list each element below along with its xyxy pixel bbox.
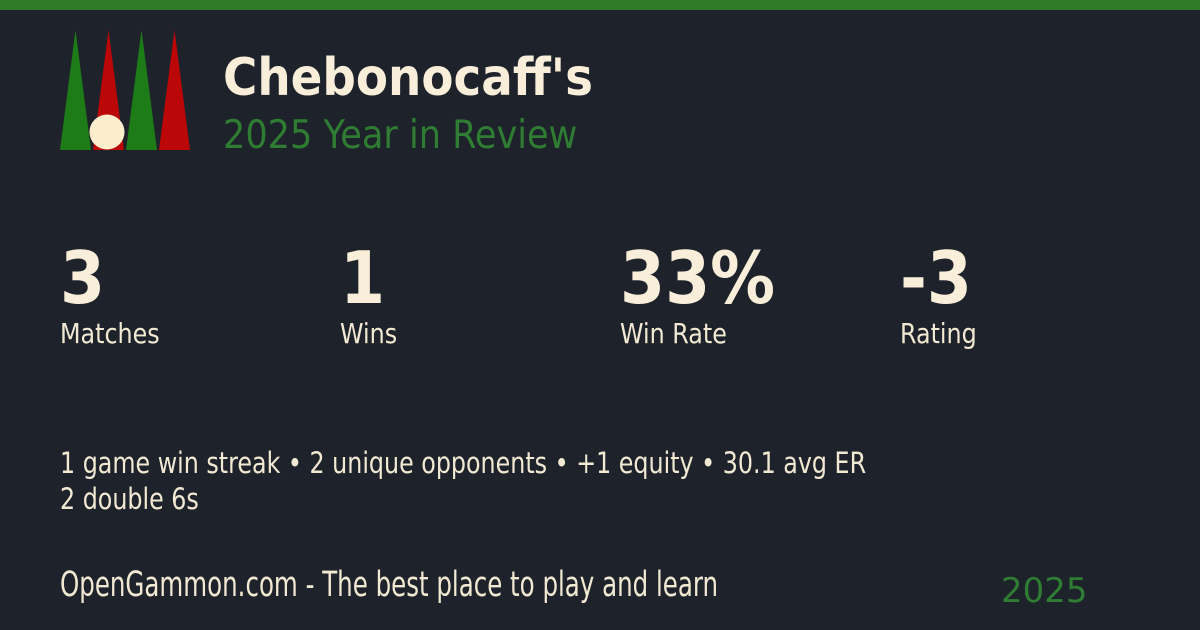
checker-icon [89, 114, 125, 150]
stat-rating: -3 Rating [900, 242, 1180, 351]
stats-row: 3 Matches 1 Wins 33% Win Rate -3 Rating [60, 242, 1180, 351]
stat-value-win-rate: 33% [620, 236, 776, 320]
stat-label-matches: Matches [60, 317, 160, 350]
highlights-line-1: 1 game win streak • 2 unique opponents •… [60, 446, 867, 480]
page-title: Chebonocaff's [223, 48, 593, 108]
highlights-summary: 1 game win streak • 2 unique opponents •… [60, 445, 866, 517]
stat-value-matches: 3 [60, 236, 106, 320]
footer-tagline: OpenGammon.com - The best place to play … [60, 565, 719, 605]
highlights-line-2: 2 double 6s [60, 482, 199, 516]
stat-win-rate: 33% Win Rate [620, 242, 900, 351]
backgammon-logo-icon [60, 30, 190, 150]
stat-matches: 3 Matches [60, 242, 340, 351]
board-point-red-icon [159, 30, 190, 150]
stat-wins: 1 Wins [340, 242, 620, 351]
footer-year: 2025 [1001, 571, 1088, 611]
board-point-green-icon [126, 30, 157, 150]
stat-value-wins: 1 [340, 236, 386, 320]
stat-label-wins: Wins [340, 317, 398, 350]
stat-label-rating: Rating [900, 317, 977, 350]
board-point-green-icon [60, 30, 91, 150]
top-accent-bar [0, 0, 1200, 10]
stat-value-rating: -3 [900, 236, 972, 320]
stat-label-win-rate: Win Rate [620, 317, 727, 350]
page-subtitle: 2025 Year in Review [223, 113, 578, 158]
